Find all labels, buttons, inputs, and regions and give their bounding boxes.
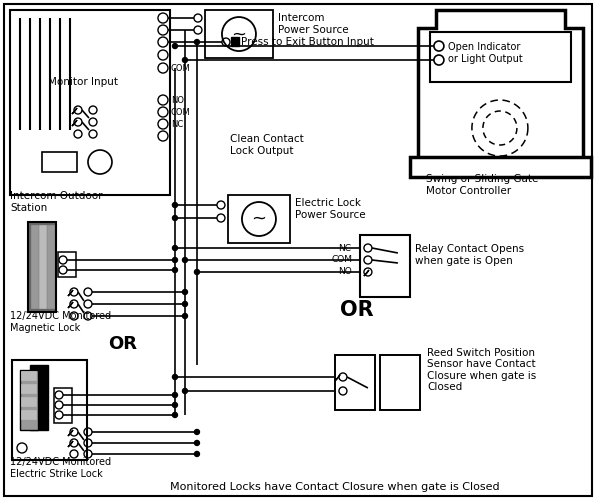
Circle shape — [194, 440, 200, 446]
Polygon shape — [72, 120, 77, 126]
Bar — [228, 195, 290, 243]
Circle shape — [172, 246, 178, 250]
Circle shape — [194, 270, 200, 274]
Bar — [22, 372, 36, 380]
Text: Press to Exit Button Input: Press to Exit Button Input — [241, 37, 374, 47]
Text: Electric Lock
Power Source: Electric Lock Power Source — [295, 198, 365, 220]
Circle shape — [172, 202, 178, 207]
Bar — [410, 157, 591, 177]
Circle shape — [194, 430, 200, 434]
Text: Clean Contact
Lock Output: Clean Contact Lock Output — [230, 134, 304, 156]
Text: Open Indicator
or Light Output: Open Indicator or Light Output — [448, 42, 523, 64]
Bar — [360, 235, 410, 297]
Circle shape — [172, 374, 178, 380]
Bar — [40, 226, 46, 308]
Circle shape — [194, 40, 200, 44]
Text: ~: ~ — [231, 25, 247, 43]
Bar — [231, 37, 239, 46]
Text: Reed Switch Position
Sensor have Contact
Closure when gate is
Closed: Reed Switch Position Sensor have Contact… — [427, 348, 536, 393]
Text: COM: COM — [171, 64, 191, 72]
Circle shape — [172, 258, 178, 262]
Polygon shape — [68, 441, 73, 447]
Bar — [335, 355, 375, 410]
Circle shape — [172, 44, 178, 49]
Bar — [32, 226, 38, 308]
Circle shape — [172, 216, 178, 220]
Text: Monitor Input: Monitor Input — [48, 77, 118, 87]
Bar — [30, 365, 48, 430]
Circle shape — [182, 58, 188, 62]
Text: NC: NC — [171, 120, 183, 128]
Polygon shape — [364, 270, 369, 276]
Text: Swing or Sliding Gate
Motor Controller: Swing or Sliding Gate Motor Controller — [426, 174, 538, 196]
Polygon shape — [68, 302, 73, 308]
Bar — [54, 388, 72, 423]
Text: COM: COM — [332, 256, 353, 264]
Bar — [12, 360, 87, 460]
Text: OR: OR — [108, 335, 137, 353]
Text: 12/24VDC Monitored
Magnetic Lock: 12/24VDC Monitored Magnetic Lock — [10, 311, 111, 333]
Bar — [380, 355, 420, 410]
Circle shape — [172, 402, 178, 407]
Bar — [48, 226, 54, 308]
Bar — [20, 370, 38, 430]
Text: NO: NO — [338, 268, 352, 276]
Text: Intercom Outdoor
Station: Intercom Outdoor Station — [10, 191, 103, 213]
Circle shape — [182, 388, 188, 394]
Bar — [430, 32, 571, 82]
Text: NO: NO — [171, 96, 184, 104]
Polygon shape — [68, 430, 73, 436]
Bar — [205, 10, 273, 58]
Bar — [22, 411, 36, 419]
Text: OR: OR — [340, 300, 374, 320]
Polygon shape — [418, 10, 583, 160]
Circle shape — [182, 302, 188, 306]
Text: ~: ~ — [252, 210, 266, 228]
Text: Intercom
Power Source: Intercom Power Source — [278, 13, 349, 35]
Polygon shape — [72, 108, 77, 114]
Polygon shape — [335, 375, 340, 381]
Circle shape — [194, 452, 200, 456]
Polygon shape — [68, 290, 73, 296]
Bar — [28, 222, 56, 312]
Text: COM: COM — [171, 108, 191, 116]
Circle shape — [172, 412, 178, 418]
Bar — [58, 252, 76, 277]
Text: NC: NC — [338, 244, 351, 252]
Circle shape — [182, 290, 188, 294]
Bar — [42, 152, 77, 172]
Text: 12/24VDC Monitored
Electric Strike Lock: 12/24VDC Monitored Electric Strike Lock — [10, 457, 111, 479]
Bar — [10, 10, 170, 195]
Circle shape — [182, 314, 188, 318]
Bar — [22, 385, 36, 393]
Circle shape — [182, 258, 188, 262]
Circle shape — [172, 268, 178, 272]
Bar — [22, 398, 36, 406]
Text: Relay Contact Opens
when gate is Open: Relay Contact Opens when gate is Open — [415, 244, 524, 266]
Circle shape — [172, 392, 178, 398]
Text: Monitored Locks have Contact Closure when gate is Closed: Monitored Locks have Contact Closure whe… — [170, 482, 499, 492]
